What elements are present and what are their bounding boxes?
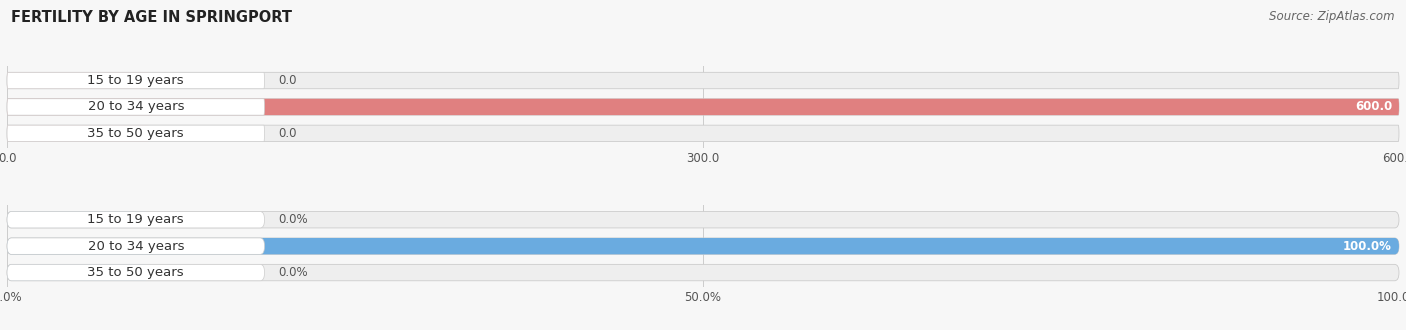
FancyBboxPatch shape: [7, 72, 264, 89]
FancyBboxPatch shape: [7, 125, 264, 142]
FancyBboxPatch shape: [7, 212, 149, 228]
Text: 15 to 19 years: 15 to 19 years: [87, 74, 184, 87]
Text: 0.0: 0.0: [278, 74, 297, 87]
Text: 35 to 50 years: 35 to 50 years: [87, 127, 184, 140]
FancyBboxPatch shape: [7, 238, 1399, 254]
FancyBboxPatch shape: [7, 99, 264, 115]
FancyBboxPatch shape: [7, 264, 149, 281]
FancyBboxPatch shape: [7, 238, 1399, 254]
Text: 600.0: 600.0: [1355, 100, 1392, 114]
Text: 0.0: 0.0: [278, 127, 297, 140]
Text: 20 to 34 years: 20 to 34 years: [87, 240, 184, 253]
Text: 0.0%: 0.0%: [278, 266, 308, 279]
FancyBboxPatch shape: [7, 264, 264, 281]
FancyBboxPatch shape: [7, 125, 1399, 142]
FancyBboxPatch shape: [7, 125, 149, 142]
FancyBboxPatch shape: [7, 99, 1399, 115]
FancyBboxPatch shape: [7, 72, 1399, 89]
Text: Source: ZipAtlas.com: Source: ZipAtlas.com: [1270, 10, 1395, 23]
FancyBboxPatch shape: [7, 264, 1399, 281]
Text: 20 to 34 years: 20 to 34 years: [87, 100, 184, 114]
FancyBboxPatch shape: [7, 212, 1399, 228]
FancyBboxPatch shape: [7, 212, 264, 228]
Text: 35 to 50 years: 35 to 50 years: [87, 266, 184, 279]
Text: 0.0%: 0.0%: [278, 213, 308, 226]
Text: 100.0%: 100.0%: [1343, 240, 1392, 253]
FancyBboxPatch shape: [7, 238, 264, 254]
FancyBboxPatch shape: [7, 99, 1399, 115]
FancyBboxPatch shape: [7, 72, 149, 89]
Text: 15 to 19 years: 15 to 19 years: [87, 213, 184, 226]
Text: FERTILITY BY AGE IN SPRINGPORT: FERTILITY BY AGE IN SPRINGPORT: [11, 10, 292, 25]
